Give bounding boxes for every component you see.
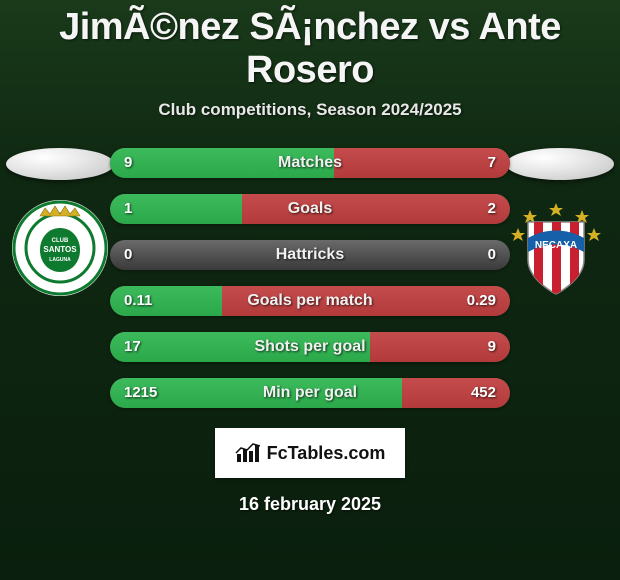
stat-row: 0.11Goals per match0.29 [110, 286, 510, 316]
stat-label: Hattricks [110, 240, 510, 270]
stat-label: Min per goal [110, 378, 510, 408]
svg-text:CLUB: CLUB [52, 238, 69, 244]
svg-text:SANTOS: SANTOS [43, 245, 77, 254]
right-team-crest-icon: NECAXA [506, 198, 606, 298]
page-title: JimÃ©nez SÃ¡nchez vs Ante Rosero [0, 0, 620, 92]
subtitle: Club competitions, Season 2024/2025 [0, 100, 620, 120]
stat-right-value: 9 [488, 332, 496, 362]
stat-label: Matches [110, 148, 510, 178]
stat-right-value: 7 [488, 148, 496, 178]
svg-text:NECAXA: NECAXA [535, 240, 577, 251]
stat-label: Shots per goal [110, 332, 510, 362]
stat-right-value: 0 [488, 240, 496, 270]
stat-right-value: 452 [471, 378, 496, 408]
stat-row: 1Goals2 [110, 194, 510, 224]
right-team-column: NECAXA [506, 148, 614, 303]
left-team-crest-icon: CLUB SANTOS LAGUNA [10, 198, 110, 298]
stat-right-value: 2 [488, 194, 496, 224]
stat-row: 0Hattricks0 [110, 240, 510, 270]
stat-row: 1215Min per goal452 [110, 378, 510, 408]
left-team-column: CLUB SANTOS LAGUNA [6, 148, 114, 303]
stat-label: Goals per match [110, 286, 510, 316]
comparison-panel: CLUB SANTOS LAGUNA NECAXA [0, 148, 620, 515]
stat-row: 17Shots per goal9 [110, 332, 510, 362]
right-player-oval [506, 148, 614, 180]
brand-badge: FcTables.com [215, 428, 405, 478]
brand-text: FcTables.com [267, 443, 386, 464]
stat-right-value: 0.29 [467, 286, 496, 316]
brand-chart-icon [235, 442, 261, 464]
stat-label: Goals [110, 194, 510, 224]
stat-rows: 9Matches71Goals20Hattricks00.11Goals per… [110, 148, 510, 408]
left-player-oval [6, 148, 114, 180]
date-text: 16 february 2025 [0, 494, 620, 515]
svg-text:LAGUNA: LAGUNA [49, 257, 71, 263]
stat-row: 9Matches7 [110, 148, 510, 178]
